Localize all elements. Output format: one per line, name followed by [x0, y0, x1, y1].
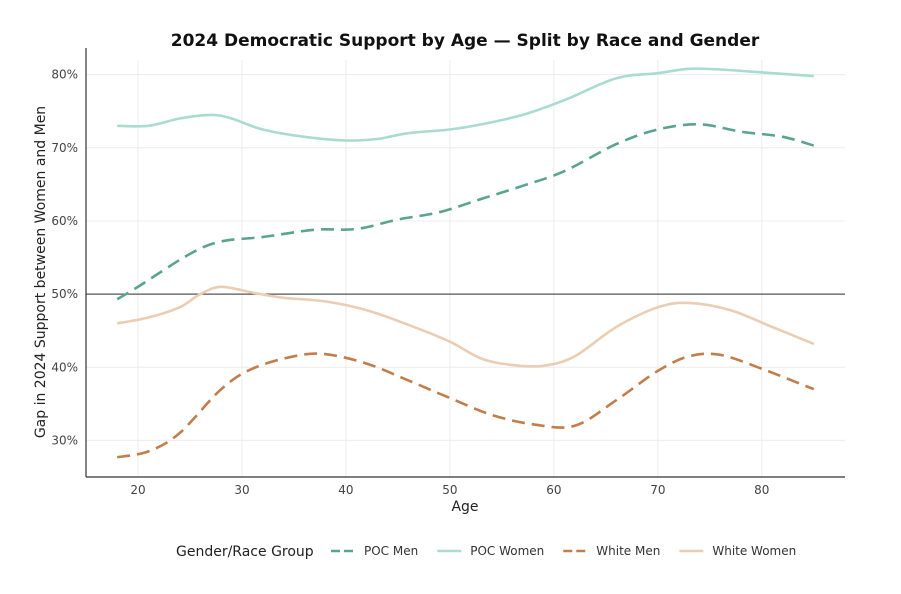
y-tick-label: 40% [51, 360, 78, 374]
x-tick-label: 20 [130, 483, 145, 497]
y-tick-label: 50% [51, 287, 78, 301]
series-line-poc-men [116, 123, 815, 301]
x-tick-label: 60 [546, 483, 561, 497]
y-axis-title: Gap in 2024 Support between Women and Me… [33, 106, 49, 438]
y-tick-label: 70% [51, 141, 78, 155]
series-line-white-men [116, 352, 815, 459]
y-tick-label: 60% [51, 214, 78, 228]
x-tick-label: 80 [754, 483, 769, 497]
x-tick-label: 30 [234, 483, 249, 497]
legend-label-white-women: White Women [712, 544, 796, 558]
x-tick-label: 40 [338, 483, 353, 497]
x-axis-title: Age [451, 499, 478, 515]
x-tick-label: 50 [442, 483, 457, 497]
grid [86, 60, 845, 477]
legend: Gender/Race Group POC Men POC Women White … [176, 544, 796, 560]
legend-label-poc-women: POC Women [470, 544, 544, 558]
series-line-poc-women [117, 67, 814, 142]
series-group [116, 67, 815, 459]
y-tick-label: 80% [51, 68, 78, 82]
y-tick-label: 30% [51, 433, 78, 447]
series-line-white-women [116, 285, 815, 368]
axes: 30% 40% 50% 60% 70% 80% 20 30 40 50 60 70 80 [51, 48, 845, 497]
x-tick-label: 70 [650, 483, 665, 497]
legend-title: Gender/Race Group [176, 544, 314, 560]
chart-title: 2024 Democratic Support by Age — Split b… [171, 31, 760, 51]
legend-label-white-men: White Men [596, 544, 660, 558]
legend-label-poc-men: POC Men [364, 544, 418, 558]
